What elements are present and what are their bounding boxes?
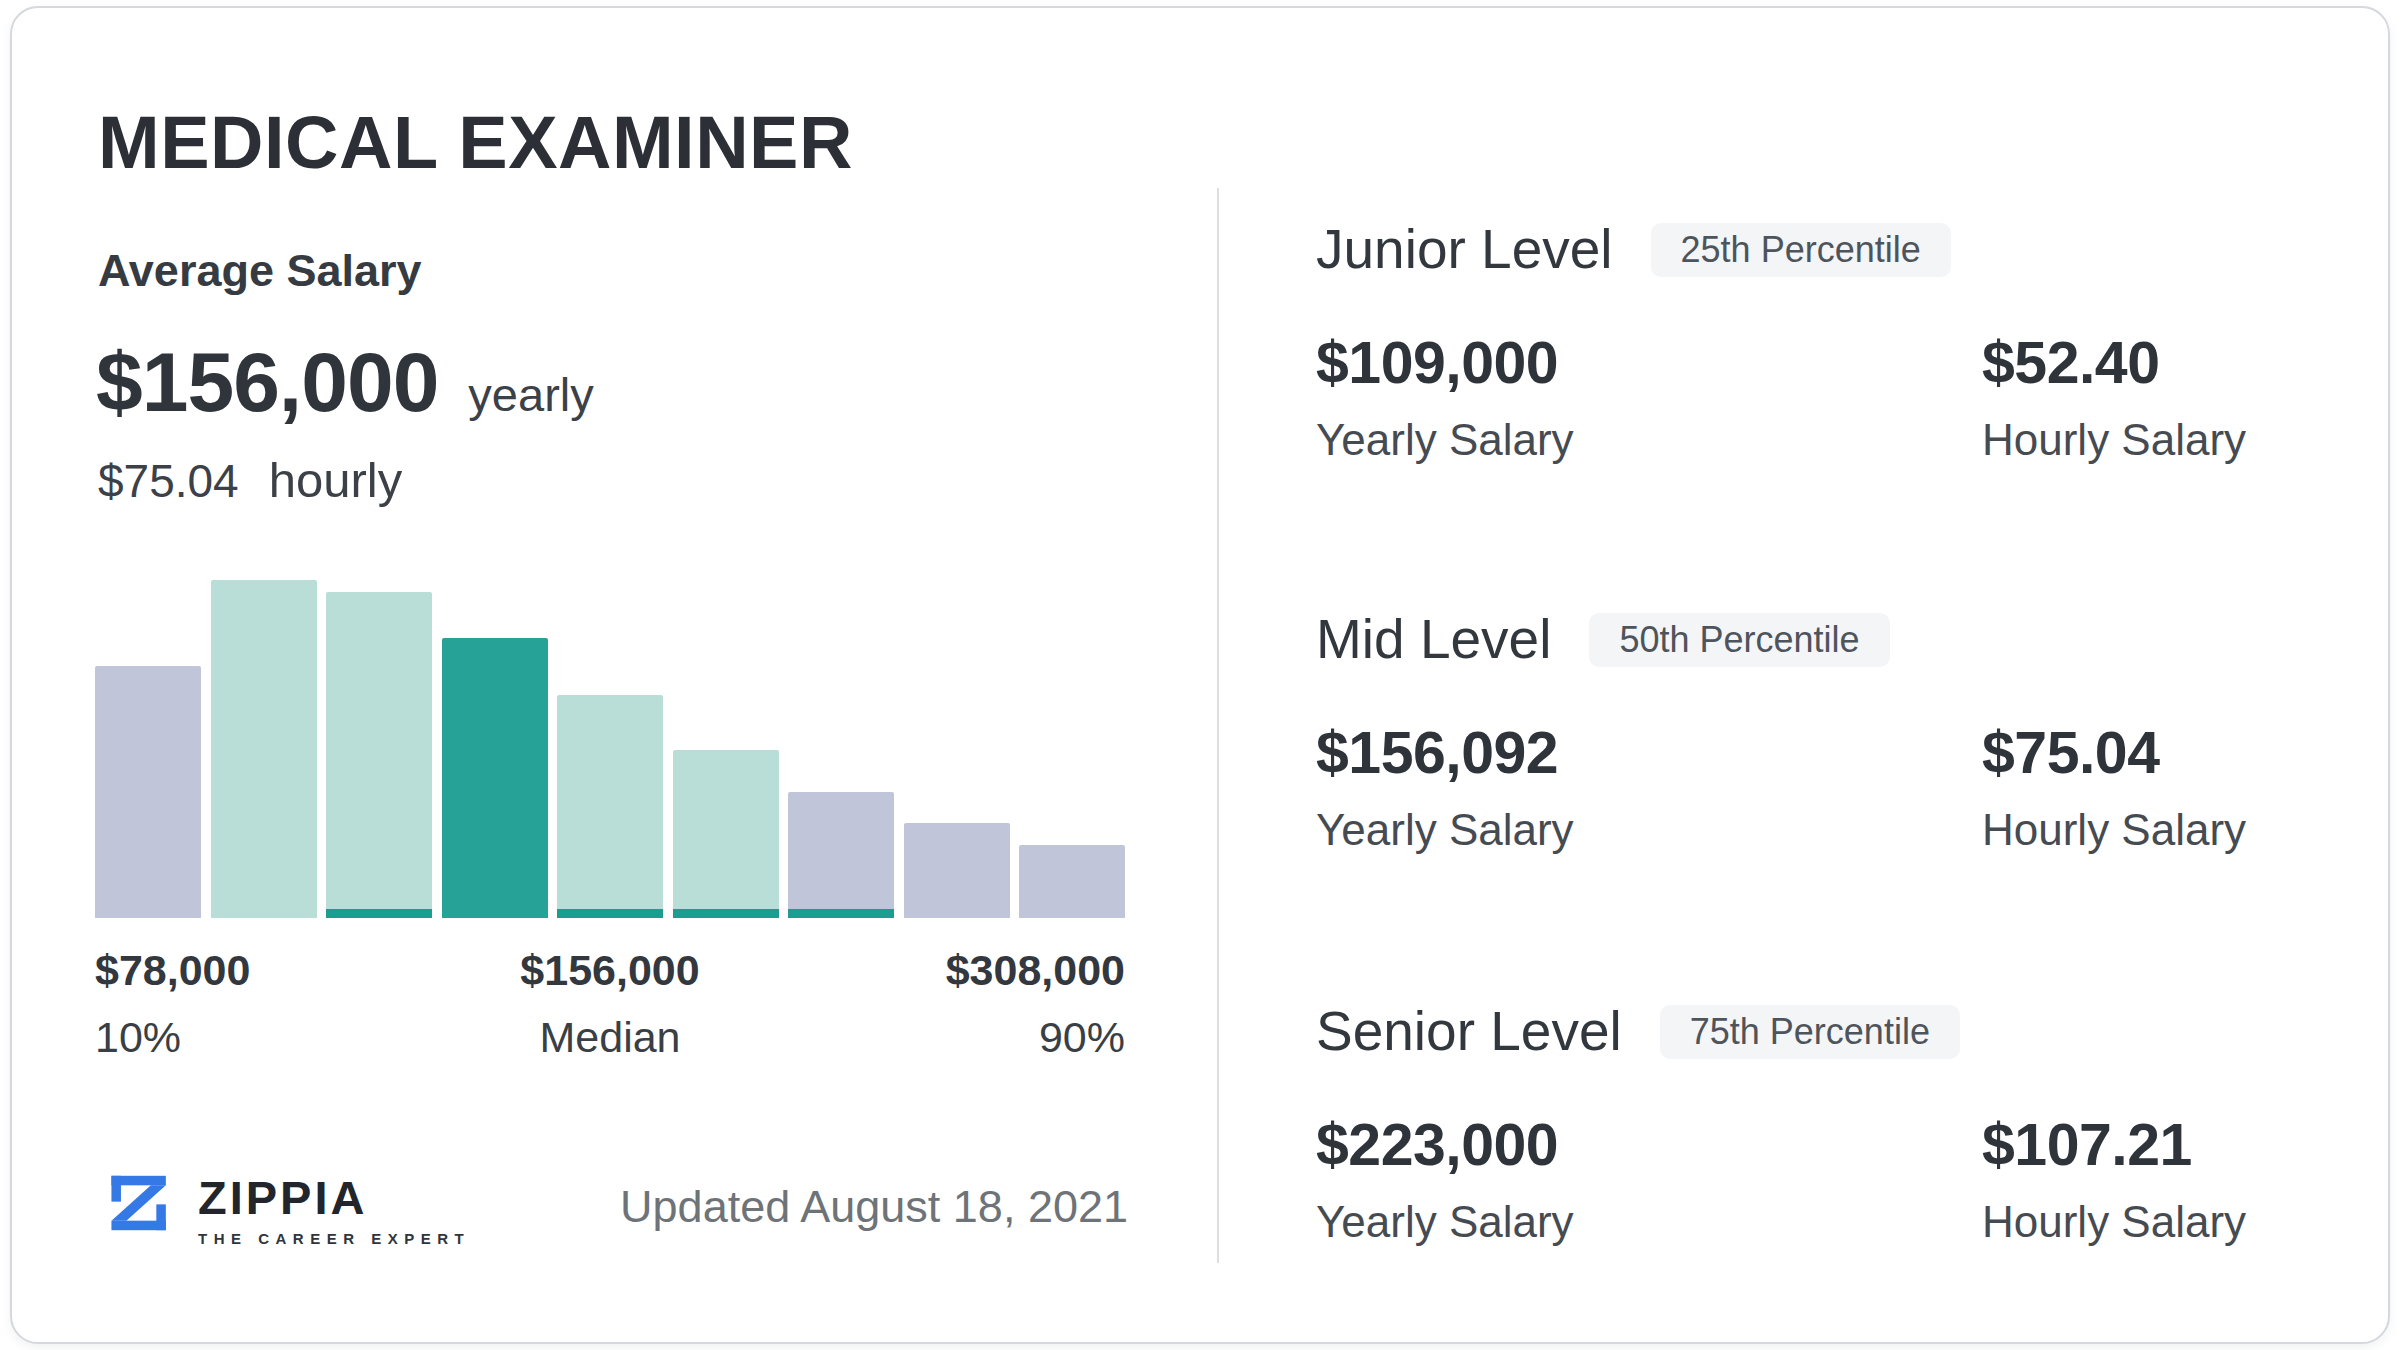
distribution-bar	[1019, 845, 1125, 918]
annotation-median: $156,000 Median	[520, 948, 699, 1060]
annotation-percentile: 10%	[95, 1015, 250, 1060]
level-title: Senior Level	[1316, 1004, 1622, 1059]
average-yearly-value: $156,000	[96, 340, 438, 424]
page-title: MEDICAL EXAMINER	[98, 106, 853, 180]
distribution-bar	[211, 580, 317, 918]
yearly-salary-value: $109,000	[1316, 334, 1558, 393]
vertical-divider	[1217, 188, 1219, 1263]
hourly-salary-value: $75.04	[1982, 724, 2159, 783]
average-yearly-unit: yearly	[468, 371, 593, 418]
distribution-bar	[557, 695, 663, 918]
annotation-90th-percentile: $308,000 90%	[946, 948, 1125, 1060]
hourly-salary-group: $107.21 Hourly Salary	[1982, 1116, 2192, 1175]
yearly-salary-group: $109,000 Yearly Salary	[1316, 334, 1558, 393]
average-hourly-row: $75.04 hourly	[98, 456, 402, 505]
yearly-salary-label: Yearly Salary	[1316, 418, 1574, 462]
distribution-bar	[788, 792, 894, 918]
yearly-salary-label: Yearly Salary	[1316, 1200, 1574, 1244]
hourly-salary-value: $107.21	[1982, 1116, 2192, 1175]
level-title: Junior Level	[1316, 222, 1613, 277]
mid-level-section: Mid Level 50th Percentile $156,092 Yearl…	[1316, 612, 2296, 892]
yearly-salary-label: Yearly Salary	[1316, 808, 1574, 852]
senior-level-section: Senior Level 75th Percentile $223,000 Ye…	[1316, 1004, 2296, 1284]
distribution-bar	[326, 592, 432, 918]
average-salary-label: Average Salary	[98, 248, 422, 293]
percentile-badge: 25th Percentile	[1651, 223, 1951, 277]
hourly-salary-value: $52.40	[1982, 334, 2159, 393]
zippia-tagline: THE CAREER EXPERT	[198, 1230, 470, 1247]
hourly-salary-label: Hourly Salary	[1982, 1200, 2246, 1244]
annotation-salary: $308,000	[946, 948, 1125, 993]
section-header: Mid Level 50th Percentile	[1316, 612, 1890, 667]
average-hourly-unit: hourly	[269, 456, 402, 505]
percentile-badge: 50th Percentile	[1589, 613, 1889, 667]
section-header: Senior Level 75th Percentile	[1316, 1004, 1960, 1059]
updated-date: Updated August 18, 2021	[95, 1184, 1128, 1229]
annotation-salary: $78,000	[95, 948, 250, 993]
annotation-10th-percentile: $78,000 10%	[95, 948, 250, 1060]
level-title: Mid Level	[1316, 612, 1551, 667]
distribution-bar	[673, 750, 779, 918]
distribution-bar	[442, 638, 548, 918]
yearly-salary-value: $223,000	[1316, 1116, 1558, 1175]
percentile-badge: 75th Percentile	[1660, 1005, 1960, 1059]
hourly-salary-group: $75.04 Hourly Salary	[1982, 724, 2159, 783]
annotation-salary: $156,000	[520, 948, 699, 993]
chart-axis-annotations: $78,000 10% $156,000 Median $308,000 90%	[95, 948, 1125, 1068]
average-yearly-row: $156,000 yearly	[96, 340, 594, 424]
junior-level-section: Junior Level 25th Percentile $109,000 Ye…	[1316, 222, 2296, 502]
yearly-salary-group: $223,000 Yearly Salary	[1316, 1116, 1558, 1175]
average-hourly-value: $75.04	[98, 458, 239, 504]
hourly-salary-group: $52.40 Hourly Salary	[1982, 334, 2159, 393]
salary-distribution-chart	[95, 560, 1125, 918]
annotation-percentile: Median	[520, 1015, 699, 1060]
yearly-salary-group: $156,092 Yearly Salary	[1316, 724, 1558, 783]
distribution-bar	[95, 666, 201, 918]
distribution-bar	[904, 823, 1010, 918]
section-header: Junior Level 25th Percentile	[1316, 222, 1951, 277]
hourly-salary-label: Hourly Salary	[1982, 808, 2246, 852]
annotation-percentile: 90%	[946, 1015, 1125, 1060]
yearly-salary-value: $156,092	[1316, 724, 1558, 783]
hourly-salary-label: Hourly Salary	[1982, 418, 2246, 462]
